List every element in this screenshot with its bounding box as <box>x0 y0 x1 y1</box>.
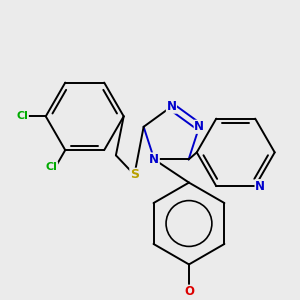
Text: Cl: Cl <box>16 111 28 121</box>
Text: N: N <box>194 120 204 133</box>
Text: N: N <box>167 100 176 113</box>
Text: S: S <box>130 168 139 181</box>
Text: O: O <box>184 285 194 298</box>
Text: N: N <box>149 153 159 166</box>
Text: Cl: Cl <box>46 162 58 172</box>
Text: N: N <box>255 180 265 193</box>
